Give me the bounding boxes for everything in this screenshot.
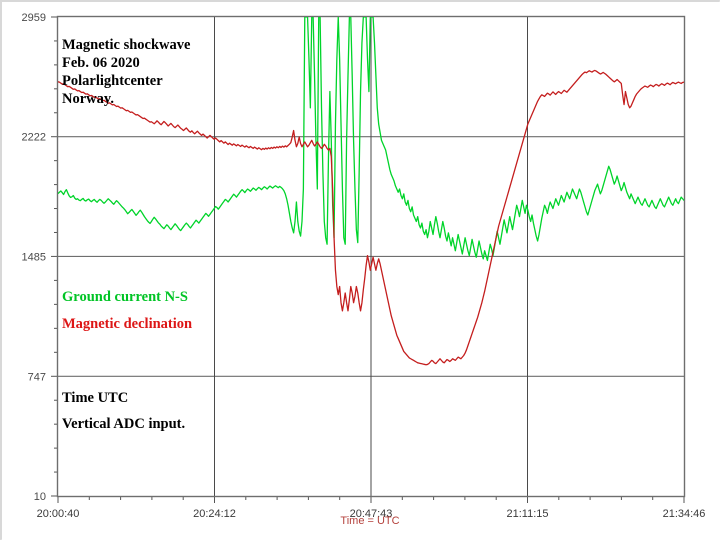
x-tick-label: 20:00:40 [37,508,80,520]
y-tick-label: 747 [28,371,46,383]
title-line-2: Feb. 06 2020 [62,55,140,71]
y-tick-label: 2222 [22,132,46,144]
x-axis-labels: 20:00:40 20:24:12 20:47:43 21:11:15 21:34:46 [37,508,706,520]
legend-label-magnetic-declination: Magnetic declination [62,316,192,332]
legend-label-ground-current: Ground current N-S [62,289,188,305]
title-line-3: Polarlightcenter [62,73,163,89]
title-line-4: Norway. [62,91,114,107]
gridlines [58,17,684,496]
x-axis-caption: Time = UTC [340,515,399,527]
x-tick-label: 21:11:15 [506,508,548,520]
footer-line-time-utc: Time UTC [62,390,128,406]
plot-frame [56,15,686,498]
footer-line-vertical-adc: Vertical ADC input. [62,416,185,432]
series-ground-current-ns [58,17,684,262]
y-tick-label: 10 [34,491,46,503]
title-line-1: Magnetic shockwave [62,37,191,53]
series-magnetic-declination [58,69,684,366]
x-tick-label: 20:47:43 [350,508,393,520]
y-tick-label: 2959 [22,12,46,24]
y-axis-labels: 2959 2222 1485 747 10 [22,12,46,503]
y-tick-label: 1485 [22,251,46,263]
x-tick-label: 21:34:46 [663,508,706,520]
series-group [58,17,684,366]
x-tick-label: 20:24:12 [193,508,236,520]
